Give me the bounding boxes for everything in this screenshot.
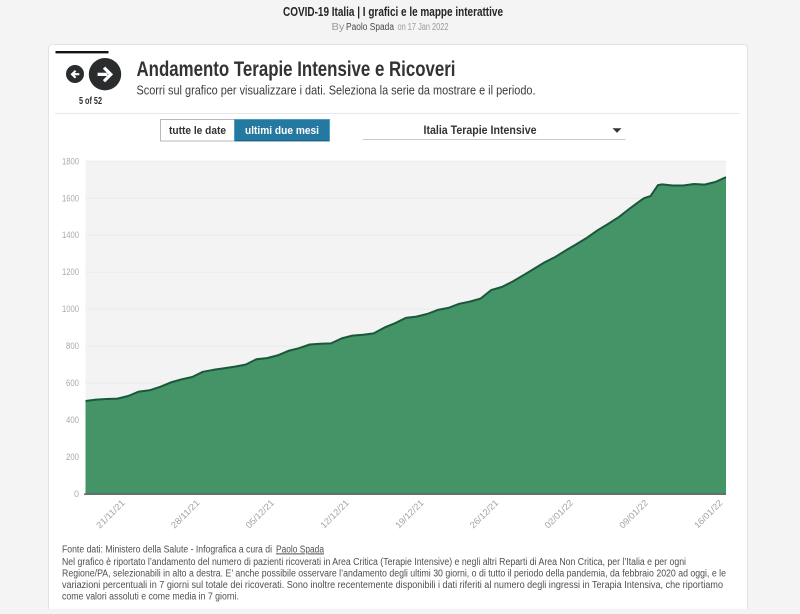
svg-text:COVID-19 Italia | I grafici e: COVID-19 Italia | I grafici e le mappe i… (283, 4, 503, 19)
svg-text:Paolo Spada: Paolo Spada (346, 22, 394, 33)
svg-text:400: 400 (66, 415, 79, 425)
svg-text:By: By (332, 22, 345, 33)
svg-text:Fonte dati: Ministero della Sa: Fonte dati: Ministero della Salute - Inf… (62, 544, 272, 555)
svg-text:800: 800 (66, 341, 79, 351)
svg-text:on 17 Jan 2022: on 17 Jan 2022 (398, 22, 449, 33)
svg-text:Andamento Terapie Intensive e: Andamento Terapie Intensive e Ricoveri (137, 58, 456, 81)
svg-text:variazioni percentuali in 7 gi: variazioni percentuali in 7 giorni sul t… (62, 580, 723, 591)
svg-text:Scorri sul grafico per visuali: Scorri sul grafico per visualizzare i da… (137, 83, 536, 98)
svg-text:1000: 1000 (62, 304, 79, 314)
svg-text:200: 200 (66, 452, 79, 462)
svg-text:0: 0 (74, 489, 79, 499)
svg-text:600: 600 (66, 378, 79, 388)
svg-text:1800: 1800 (62, 156, 79, 166)
svg-text:Regione/PA, selezionabili in a: Regione/PA, selezionabili in alto a dest… (62, 569, 726, 580)
svg-text:ultimi due mesi: ultimi due mesi (245, 125, 319, 137)
svg-text:tutte le date: tutte le date (169, 125, 226, 137)
svg-text:Paolo Spada: Paolo Spada (276, 544, 324, 555)
svg-text:Nel grafico è riportato l’anda: Nel grafico è riportato l’andamento del … (62, 557, 686, 568)
svg-text:Italia Terapie Intensive: Italia Terapie Intensive (424, 123, 537, 137)
svg-text:1200: 1200 (62, 267, 79, 277)
svg-text:come valori assoluti e come me: come valori assoluti e come media in 7 g… (62, 592, 239, 603)
svg-text:1600: 1600 (62, 193, 79, 203)
svg-text:1400: 1400 (62, 230, 79, 240)
svg-text:5 of 52: 5 of 52 (79, 95, 102, 107)
